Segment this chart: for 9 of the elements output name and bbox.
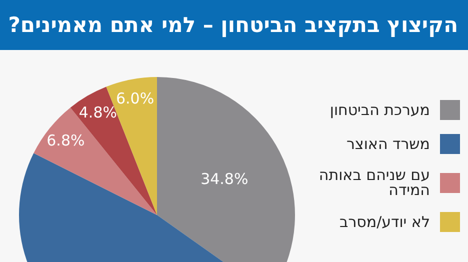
data-label: 4.8% [78,104,117,122]
chart-title: הקיצוץ בתקציב הביטחון – למי אתם מאמינים? [0,0,468,50]
legend-label: לא יודע/מסרב [340,212,430,230]
legend-label: משרד האוצר [346,134,430,152]
data-label: 34.8% [200,170,248,188]
data-label: 6.8% [46,131,85,150]
legend-label: מערכת הביטחון [330,100,430,118]
legend-label: עם שניהם באותה המידה [318,166,430,199]
data-label: 6.0% [116,90,154,108]
